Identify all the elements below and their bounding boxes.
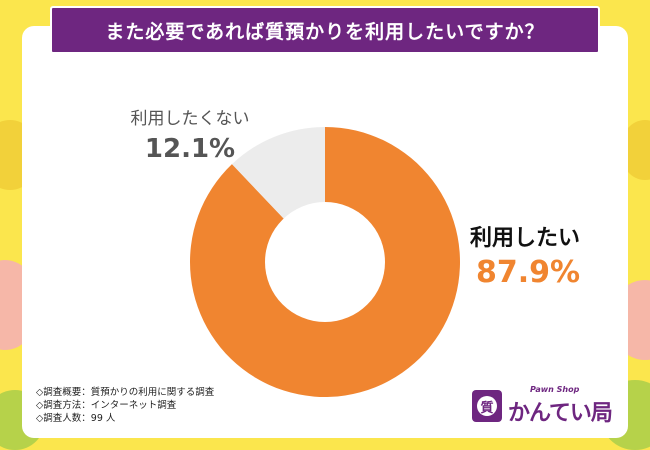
survey-notes: ◇調査概要：質預かりの利用に関する調査 ◇調査方法：インターネット調査 ◇調査人… [36, 386, 214, 425]
slice-label-name: 利用したい [470, 226, 580, 251]
slice-label-name: 利用したくない [131, 109, 250, 129]
note-line: ◇調査方法：インターネット調査 [36, 400, 177, 411]
logo-mark-text: 質 [477, 396, 497, 416]
slice-label-value: 12.1% [145, 134, 235, 164]
note-line: ◇調査人数：99 人 [36, 413, 116, 424]
brand-logo: 質 Pawn Shop かんてい局 [472, 385, 622, 427]
logo-name: かんてい局 [508, 401, 613, 426]
chart-title: また必要であれば質預かりを利用したいですか？ [50, 6, 600, 54]
logo-mark-icon: 質 [472, 390, 502, 422]
donut-hole [265, 202, 385, 322]
logo-tagline: Pawn Shop [530, 385, 580, 394]
slice-label-value: 87.9% [476, 255, 580, 290]
note-line: ◇調査概要：質預かりの利用に関する調査 [36, 387, 215, 398]
